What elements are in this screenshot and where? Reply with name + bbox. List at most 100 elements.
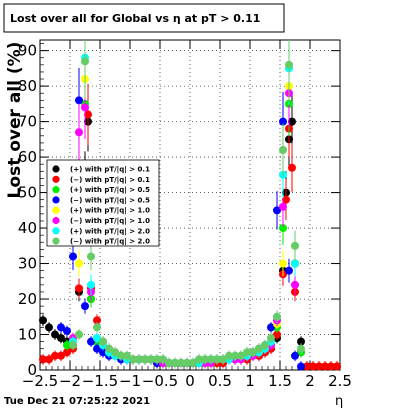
y-axis-label: Lost over all (%) [5,42,25,199]
data-point [183,358,191,367]
y-tick-label: 90 [18,42,37,60]
data-point [201,355,209,364]
data-point [285,266,293,275]
data-point [39,316,47,325]
data-point [195,355,203,364]
data-point [282,195,290,204]
data-point [165,358,173,367]
x-axis-label: η [335,394,343,409]
legend-entry: (+) with pT/|q| > 2.0 [70,227,150,236]
data-point [93,323,101,332]
data-point [111,348,119,357]
data-point [75,284,83,293]
data-point [321,362,329,371]
data-point [291,280,299,289]
data-point [225,351,233,360]
data-point [291,351,299,360]
y-tick-label: 70 [18,113,37,131]
data-point [93,344,101,353]
x-tick-label: −0.5 [142,372,178,390]
data-point [84,110,92,119]
data-point [51,351,59,360]
data-point [267,323,275,332]
data-point [57,334,65,343]
x-tick-label: −1 [119,372,141,390]
legend-marker [52,227,60,235]
data-point [75,330,83,339]
data-point [135,355,143,364]
data-point [123,351,131,360]
x-tick-label: 1 [245,372,255,390]
data-point [207,355,215,364]
legend-marker [52,196,60,204]
y-tick-label: 0 [27,361,37,379]
legend: (+) with pT/|q| > 0.1(−) with pT/|q| > 0… [46,159,160,247]
data-point [237,351,245,360]
data-point [219,355,227,364]
data-point [249,348,257,357]
data-point [273,312,281,321]
data-point [288,117,296,126]
title-box-frame [3,3,285,33]
y-tick-label: 80 [18,77,37,95]
data-point [93,334,101,343]
legend-entry: (−) with pT/|q| > 0.1 [70,176,150,185]
data-point [315,362,323,371]
data-point [267,334,275,343]
data-point [45,355,53,364]
data-point [117,351,125,360]
data-point [81,103,89,112]
data-point [93,316,101,325]
legend-entry: (−) with pT/|q| > 2.0 [70,238,150,247]
data-point [75,128,83,137]
data-point [81,57,89,66]
data-point [129,355,137,364]
data-point [327,362,335,371]
data-point [288,163,296,172]
data-point [159,355,167,364]
y-tick-label: 50 [18,184,37,202]
data-point [81,302,89,311]
data-point [75,259,83,268]
data-point [147,355,155,364]
legend-entry: (+) with pT/|q| > 1.0 [70,207,150,216]
data-point [297,344,305,353]
data-point [171,358,179,367]
x-tick-label: 2 [305,372,315,390]
data-point [177,358,185,367]
legend-entry: (+) with pT/|q| > 0.5 [70,186,150,195]
data-point [63,348,71,357]
legend-entry: (−) with pT/|q| > 1.0 [70,217,150,226]
legend-entry: (−) with pT/|q| > 0.5 [70,196,150,205]
chart-title: Lost over all for Global vs η at pT > 0.… [10,12,260,25]
data-point [141,355,149,364]
data-point [273,206,281,215]
data-point [279,259,287,268]
data-point [63,326,71,335]
y-tick-label: 10 [18,326,37,344]
data-point [279,202,287,211]
legend-entry: (+) with pT/|q| > 0.1 [70,166,150,175]
data-point [255,344,263,353]
legend-frame [46,159,160,247]
data-point [261,341,269,350]
x-tick-label: 0 [185,372,195,390]
y-tick-label: 60 [18,148,37,166]
legend-marker [52,175,60,183]
data-point [231,351,239,360]
data-point [285,60,293,69]
data-point [279,146,287,154]
data-point [57,351,65,360]
x-tick-label: −1.5 [82,372,118,390]
data-point [153,355,161,364]
data-point [69,341,77,350]
data-point [297,362,305,371]
timestamp: Tue Dec 21 07:25:22 2021 [4,396,150,407]
data-point [87,252,95,261]
x-tick-label: 2.5 [328,372,352,390]
legend-marker [52,216,60,225]
series-8 [69,40,305,369]
y-tick-label: 30 [18,255,37,273]
data-point [57,323,65,332]
